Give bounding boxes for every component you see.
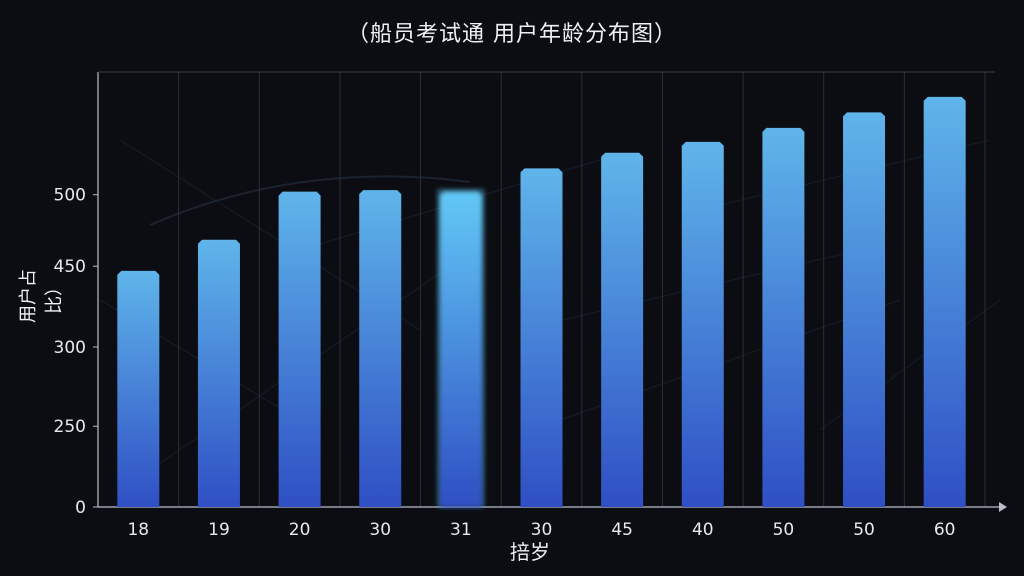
- y-tick-label: 300: [54, 338, 86, 358]
- bar[interactable]: [439, 191, 482, 507]
- bar[interactable]: [359, 190, 402, 508]
- x-tick-label: 30: [369, 520, 391, 540]
- bar[interactable]: [197, 239, 240, 508]
- x-tick-label: 19: [208, 520, 230, 540]
- y-tick-label: 450: [54, 257, 86, 277]
- bar[interactable]: [117, 270, 160, 507]
- x-tick-label: 40: [692, 520, 714, 540]
- x-tick-label: 50: [773, 520, 795, 540]
- x-axis-arrow: [999, 502, 1007, 512]
- x-tick-label: 20: [289, 520, 311, 540]
- grid-lines: [97, 72, 986, 507]
- bar[interactable]: [681, 141, 724, 508]
- x-tick-label: 30: [531, 520, 553, 540]
- chart-title: （船员考试通 用户年龄分布图）: [347, 22, 677, 47]
- x-tick-label: 50: [853, 520, 875, 540]
- x-tick-label: 60: [934, 520, 956, 540]
- bar[interactable]: [278, 191, 321, 507]
- y-tick-label: 250: [54, 417, 86, 437]
- x-tick-label: 18: [127, 520, 149, 540]
- bar[interactable]: [601, 152, 644, 508]
- bar[interactable]: [520, 168, 563, 508]
- bar[interactable]: [843, 112, 886, 508]
- y-tick-label: 0: [75, 498, 86, 518]
- bar[interactable]: [923, 96, 966, 507]
- x-axis-label: 掊岁: [510, 540, 550, 564]
- bar[interactable]: [762, 127, 805, 507]
- x-tick-label: 31: [450, 520, 472, 540]
- x-tick-label: 45: [611, 520, 633, 540]
- y-tick-label: 500: [54, 186, 86, 206]
